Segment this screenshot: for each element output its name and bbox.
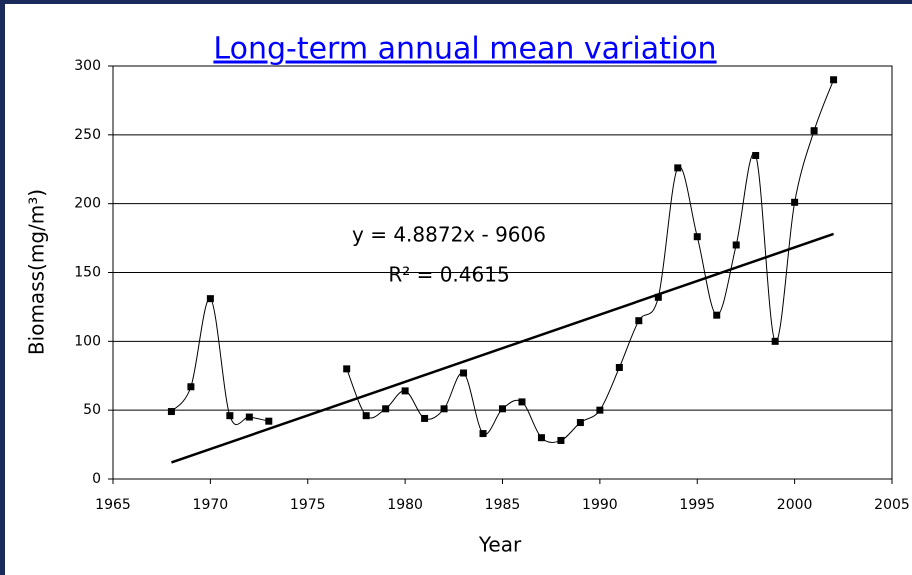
x-tick-label: 1970	[193, 497, 229, 513]
y-tick-label: 150	[74, 265, 101, 281]
x-axis-label: Year	[478, 533, 522, 557]
marker	[771, 337, 779, 345]
x-tick-label: 2005	[874, 497, 910, 513]
x-tick-label: 1980	[387, 497, 423, 513]
chart-title: Long-term annual mean variation	[213, 32, 716, 67]
marker	[382, 405, 390, 413]
marker	[576, 419, 584, 427]
marker	[206, 295, 214, 303]
marker	[752, 151, 760, 159]
y-tick-label: 0	[92, 471, 101, 487]
frame-top	[0, 0, 912, 4]
marker	[654, 293, 662, 301]
marker	[167, 408, 175, 416]
marker	[615, 363, 623, 371]
marker	[460, 369, 468, 377]
marker	[810, 127, 818, 135]
y-tick-label: 100	[74, 333, 101, 349]
marker	[713, 311, 721, 319]
marker	[635, 317, 643, 325]
marker	[362, 412, 370, 420]
x-tick-label: 1975	[290, 497, 326, 513]
marker	[226, 412, 234, 420]
marker	[596, 406, 604, 414]
x-tick-label: 1990	[582, 497, 618, 513]
marker	[732, 241, 740, 249]
marker	[245, 413, 253, 421]
trend-equation: y = 4.8872x - 9606	[352, 223, 546, 247]
marker	[518, 398, 526, 406]
y-tick-label: 300	[74, 58, 101, 74]
y-tick-label: 250	[74, 127, 101, 143]
marker	[830, 76, 838, 84]
marker	[537, 434, 545, 442]
y-tick-label: 50	[83, 402, 101, 418]
marker	[401, 387, 409, 395]
marker	[693, 233, 701, 241]
marker	[499, 405, 506, 413]
trend-line	[171, 232, 834, 464]
x-tick-label: 2000	[777, 497, 813, 513]
marker	[557, 436, 565, 444]
marker	[791, 198, 799, 206]
frame-left	[0, 0, 5, 575]
marker	[479, 430, 487, 438]
x-tick-label: 1965	[95, 497, 131, 513]
series-line	[346, 79, 835, 443]
y-tick-label: 200	[74, 196, 101, 212]
marker	[674, 164, 682, 172]
x-tick-label: 1995	[679, 497, 715, 513]
marker	[187, 383, 195, 391]
marker	[421, 414, 429, 422]
x-tick-label: 1985	[485, 497, 521, 513]
r-squared: R² = 0.4615	[388, 263, 509, 287]
marker	[440, 405, 448, 413]
plot-border	[112, 65, 893, 480]
marker	[343, 365, 351, 373]
marker	[265, 417, 273, 425]
y-axis-label: Biomass(mg/m³)	[25, 189, 49, 355]
